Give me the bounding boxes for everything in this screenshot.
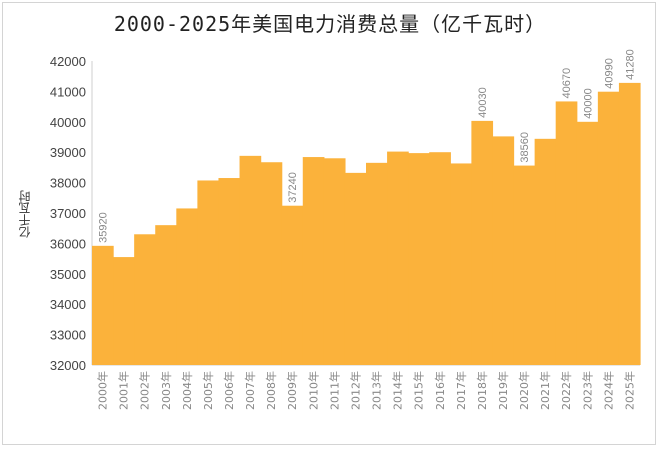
bar-2001年 [113,257,135,365]
data-label: 40000 [582,88,594,119]
bar-2007年 [239,155,262,365]
data-label: 40670 [561,68,573,99]
bar-2006年 [218,178,241,365]
bar-2018年 [471,120,494,365]
chart-title: 2000-2025年美国电力消费总量（亿千瓦时） [113,12,547,36]
bar-2016年 [429,152,451,365]
y-tick-label: 41000 [50,84,86,99]
bar-2014年 [387,151,409,365]
x-tick-label: 2021年 [538,371,552,410]
x-tick-label: 2002年 [138,371,152,410]
x-tick-label: 2008年 [264,371,278,410]
bar-2015年 [408,153,430,365]
bar-2012年 [344,172,367,365]
data-label: 37240 [287,172,299,203]
y-tick-label: 38000 [50,176,86,191]
y-tick-label: 42000 [50,54,86,69]
x-tick-label: 2012年 [348,371,362,410]
x-tick-label: 2007年 [243,371,257,410]
x-tick-label: 2005年 [201,371,215,410]
x-tick-label: 2025年 [622,371,636,410]
y-tick-labels: 32000 33000 34000 35000 36000 37000 38000 39000… [50,54,86,373]
x-tick-label: 2024年 [601,371,615,410]
x-tick-label: 2004年 [180,371,194,410]
data-label: 40990 [603,58,615,89]
y-tick-label: 36000 [50,236,86,251]
bar-2022年 [555,101,578,366]
x-tick-label: 2023年 [580,371,594,410]
y-tick-label: 33000 [50,328,86,343]
y-tick-label: 37000 [50,206,86,221]
bar-2023年 [576,121,599,365]
bar-2010年 [302,157,325,365]
bar-2024年 [597,91,620,365]
data-label: 38560 [519,132,531,163]
bar-2025年 [618,82,641,365]
y-tick-label: 34000 [50,297,86,312]
bar-2013年 [366,162,388,365]
x-tick-label: 2016年 [433,371,447,410]
data-label: 40030 [477,87,489,118]
bar-2004年 [176,208,198,365]
bar-2008年 [260,162,283,365]
x-tick-label: 2001年 [117,371,131,410]
x-tick-label: 2019年 [496,371,510,410]
bar-2000年 [92,245,114,365]
bar-2011年 [323,158,346,365]
bar-2019年 [492,136,515,365]
x-tick-label: 2011年 [327,371,341,410]
x-tick-label: 2010年 [306,371,320,410]
y-tick-label: 35000 [50,267,86,282]
x-tick-label: 2018年 [475,371,489,410]
x-tick-label: 2000年 [96,371,110,410]
bar-2005年 [197,180,220,365]
x-tick-label: 2017年 [454,371,468,410]
bar-2017年 [450,163,472,365]
y-tick-label: 39000 [50,145,86,160]
x-tick-label: 2003年 [159,371,173,410]
bars [92,82,641,366]
bar-2009年 [281,205,304,365]
x-tick-label: 2009年 [285,371,299,410]
x-tick-label: 2022年 [559,371,573,410]
x-tick-label: 2020年 [517,371,531,410]
data-label: 35920 [98,212,110,243]
data-label: 41280 [624,49,636,80]
x-tick-label: 2014年 [391,371,405,410]
bar-2020年 [513,165,536,365]
bar-2002年 [134,234,156,365]
x-tick-label: 2013年 [370,371,384,410]
x-tick-label: 2015年 [412,371,426,410]
x-tick-labels: 2000年 2001年 2002年 2003年 2004年 2005年 2006年 2007年… [96,371,637,410]
y-tick-label: 40000 [50,115,86,130]
x-tick-label: 2006年 [222,371,236,410]
bar-2021年 [534,138,557,365]
bar-2003年 [155,225,177,365]
data-labels: 35920 37240 40030 38560 40670 40000 40990 41280 [98,49,637,243]
y-tick-label: 32000 [50,358,86,373]
